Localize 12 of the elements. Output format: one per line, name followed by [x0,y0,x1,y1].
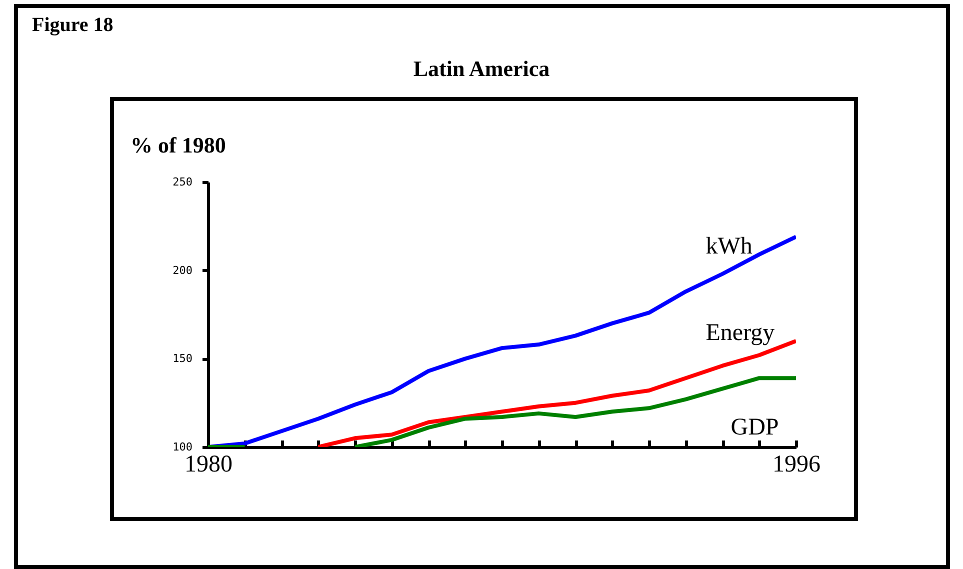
caption: Figure 18 [32,14,114,37]
y-tick-label: 200 [172,264,192,277]
chart-title: Latin America [412,56,551,82]
y-axis-title: % of 1980 [130,132,226,158]
y-tick-label: 150 [172,352,192,366]
series-label: GDP [730,414,779,440]
y-tick-label: 100 [172,440,192,454]
x-tick-label: 1980 [184,452,232,478]
x-tick-label: 1996 [772,452,820,478]
series-label: kWh [706,234,752,260]
y-tick-label: 250 [172,176,192,188]
series-label: Energy [706,320,775,346]
